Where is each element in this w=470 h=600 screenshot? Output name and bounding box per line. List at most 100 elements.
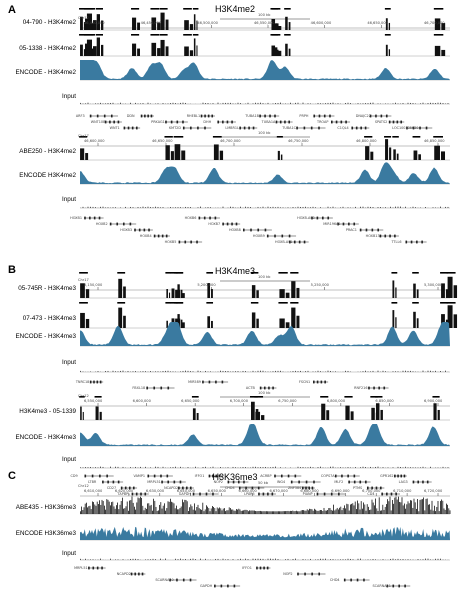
peak-bar [207, 283, 211, 298]
peak-bar [80, 16, 83, 30]
track-peak [79, 8, 450, 31]
gene-name: HOXB13 [365, 234, 380, 239]
chrom-label: Chr12 [78, 16, 89, 20]
track-peak [79, 302, 458, 329]
panel-letter: B [8, 264, 16, 276]
peak-bar [193, 38, 196, 56]
track-label: ABE435 - H3K36me3 [15, 504, 76, 512]
coord-label: 6,700,000 [362, 489, 381, 493]
track-dense [80, 496, 451, 515]
gene-name: ACTB [245, 386, 255, 391]
gene-name: TNRC18 [75, 380, 90, 385]
track-input [80, 102, 450, 105]
peak-bar [279, 289, 285, 298]
peak-bar [118, 278, 123, 298]
peak-bar [251, 401, 255, 420]
coord-label: 6,750,000 [278, 399, 297, 403]
coord-label: 6,640,000 [176, 489, 196, 493]
gene-name: MLF2 [334, 480, 344, 485]
track-encode [80, 424, 450, 447]
gene-name: HOXB4 [139, 234, 152, 239]
gene-name: DDN [126, 114, 135, 119]
gene-name: HOXB3 [120, 228, 133, 233]
track-encode [80, 60, 450, 81]
encode-signal [80, 424, 450, 446]
peak-bar [447, 305, 453, 328]
peak-bar [151, 42, 157, 56]
peak-bar [207, 316, 211, 328]
peak-bar [279, 318, 285, 328]
peak-bar [371, 407, 375, 420]
gene-track [84, 216, 427, 244]
peak-bar [385, 139, 389, 160]
coord-label: 46,650,000 [152, 139, 173, 143]
gene-name: MIR589 [188, 380, 201, 385]
encode-signal [80, 162, 450, 184]
peak-bar [192, 408, 196, 420]
peak-bar [86, 13, 92, 30]
peak-bar [213, 144, 219, 160]
gene-name: CD9 [70, 474, 78, 479]
coord-label: 6,720,000 [424, 489, 443, 493]
coord-label: 46,600,000 [310, 21, 332, 25]
peak-bar [385, 18, 388, 30]
encode-signal [80, 60, 450, 80]
coord-label: 5,300,000 [424, 283, 443, 287]
coord-label: 46,550,000 [254, 21, 275, 25]
gene-name: ZNF384 [287, 486, 302, 491]
peak-bar [160, 12, 165, 30]
coord-label: 5,150,000 [84, 283, 103, 287]
peak-bar [434, 45, 441, 56]
coord-label: 6,690,000 [331, 489, 350, 493]
peak-bar [441, 283, 445, 298]
coord-label: 5,250,000 [310, 283, 329, 287]
chrom-label: Chr12 [78, 394, 89, 398]
track-label: Input [61, 550, 76, 558]
coord-label: 46,400,000 [84, 21, 105, 25]
peak-bar [273, 47, 278, 56]
scale-label: 100 kb [258, 13, 271, 17]
gene-name: NCAPD2 [164, 486, 179, 491]
track-peak [79, 272, 458, 299]
peak-bar [285, 43, 288, 56]
track-label: 04-790 - H3K4me2 [22, 19, 76, 26]
coord-label: 46,650,000 [367, 21, 388, 25]
gene-name: WNT10B [90, 120, 106, 125]
peak-bar [447, 276, 453, 298]
gene-name: ACRBP [260, 474, 272, 479]
peak-bar [165, 145, 170, 160]
coord-label: 6,710,000 [393, 489, 412, 493]
gene-name: MIR196A1 [323, 222, 341, 227]
track-label: Input [61, 455, 76, 463]
peak-bar [193, 14, 196, 30]
gene-name: SCARNA10 [155, 578, 174, 583]
track-label: Input [61, 195, 76, 203]
peak-bar [413, 311, 416, 328]
peak-bar [441, 314, 445, 328]
peak-bar [132, 43, 137, 56]
encode-signal [80, 322, 450, 346]
track-label: Input [61, 93, 76, 100]
peak-bar [375, 403, 380, 420]
peak-bar [184, 20, 189, 30]
track-label: ENCODE H3K4me2 [19, 171, 76, 179]
peak-bar [80, 44, 83, 56]
gene-name: CD27 [106, 486, 117, 491]
peak-bar [392, 310, 395, 328]
peak-bar [277, 150, 280, 160]
gene-name: NCAPD2 [116, 572, 131, 577]
track-encodeDense [80, 526, 450, 541]
gene-name: HOXB-AS1 [275, 240, 293, 245]
panel-title: H3K4me3 [214, 266, 256, 276]
panel-title: H3K4me2 [214, 4, 256, 14]
peak-bar [80, 406, 82, 420]
peak-bar [166, 289, 168, 298]
gene-name: MRPL51 [74, 566, 88, 571]
peak-bar [166, 320, 168, 328]
chrom-label: Chr12 [78, 484, 89, 488]
gene-name: IFFO1 [194, 474, 205, 479]
peak-bar [171, 288, 175, 298]
peak-bar [434, 145, 440, 160]
peak-bar [95, 406, 99, 420]
gene-name: TUBA1B [245, 114, 259, 119]
